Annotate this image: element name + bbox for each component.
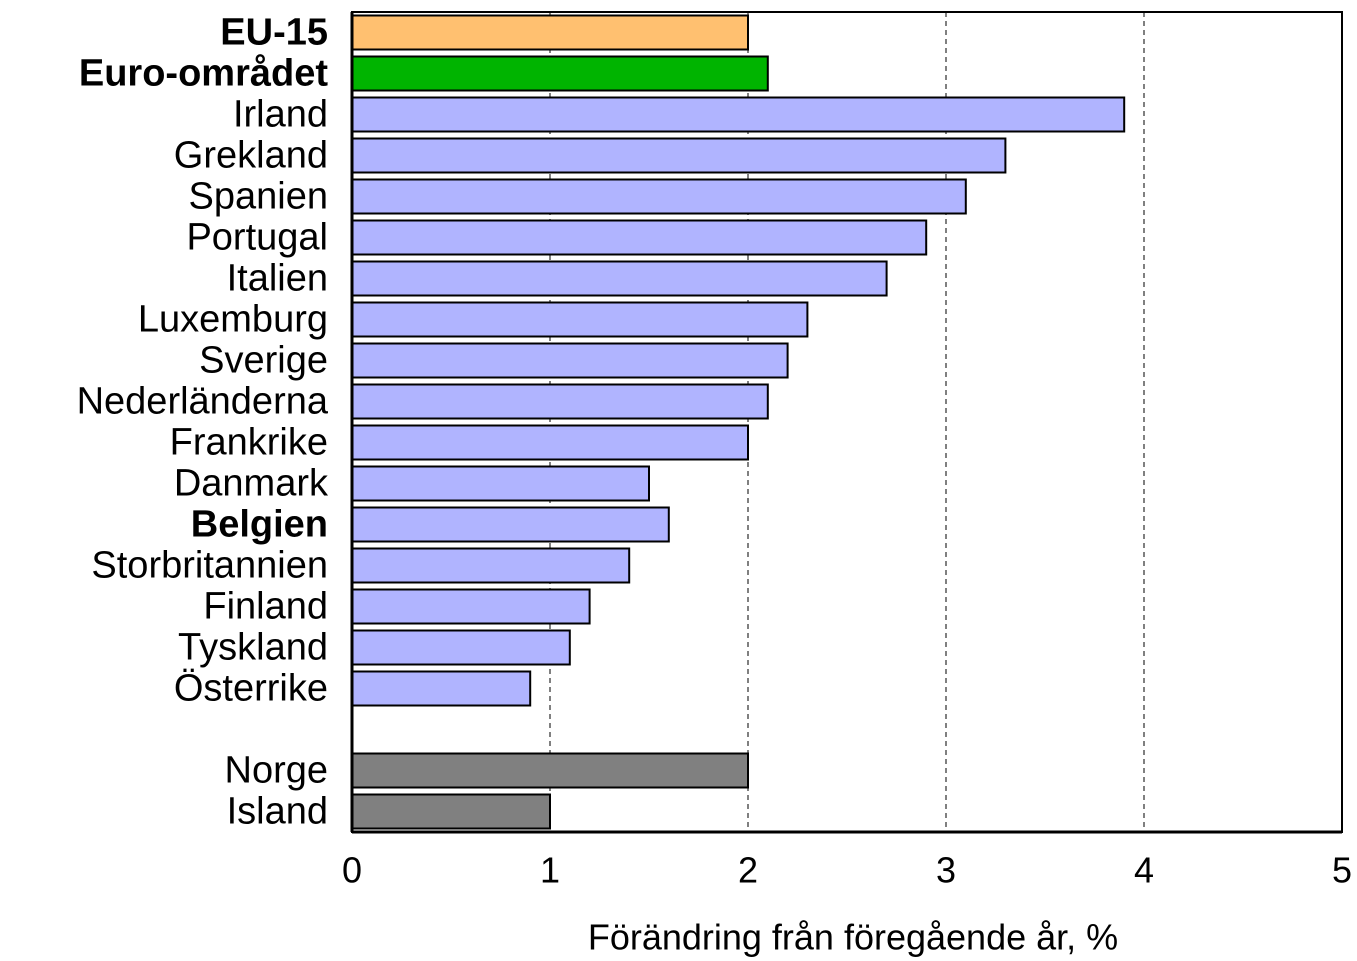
y-tick-label: Österrike (174, 668, 328, 710)
bar (351, 424, 749, 461)
bar (351, 670, 532, 707)
bar (351, 465, 650, 502)
y-tick-label: Grekland (174, 135, 328, 177)
x-tick-label: 4 (1134, 850, 1154, 891)
bar (351, 137, 1007, 174)
bar (351, 14, 749, 51)
y-tick-label: Frankrike (170, 422, 328, 464)
y-tick-label: Portugal (186, 217, 328, 259)
bar (351, 219, 928, 256)
bar (351, 96, 1126, 133)
y-tick-label: Norge (225, 750, 329, 792)
y-tick-label: Finland (203, 586, 328, 628)
plot-frame (351, 11, 1343, 833)
y-tick-label: Belgien (191, 504, 328, 546)
y-tick-label: Italien (227, 258, 328, 300)
x-tick-label: 1 (540, 850, 560, 891)
bar (351, 588, 591, 625)
x-tick-label: 0 (342, 850, 362, 891)
y-tick-label: Island (227, 791, 328, 833)
bar (351, 260, 888, 297)
bar (351, 301, 809, 338)
bar (351, 178, 967, 215)
bar (351, 55, 769, 92)
y-tick-label: Euro-området (79, 53, 328, 95)
y-tick-label: Luxemburg (138, 299, 328, 341)
x-tick-label: 5 (1332, 850, 1352, 891)
bar (351, 383, 769, 420)
bar (351, 506, 670, 543)
y-tick-label: Storbritannien (91, 545, 328, 587)
y-tick-label: EU-15 (220, 12, 328, 54)
x-tick-label: 2 (738, 850, 758, 891)
bar (351, 342, 789, 379)
bar (351, 547, 631, 584)
y-tick-label: Danmark (174, 463, 329, 505)
y-tick-label: Tyskland (178, 627, 328, 669)
bar (351, 793, 551, 830)
x-axis-label: Förändring från föregående år, % (588, 917, 1118, 958)
x-tick-label: 3 (936, 850, 956, 891)
bar (351, 629, 571, 666)
y-tick-label: Nederländerna (77, 381, 329, 423)
y-tick-label: Sverige (199, 340, 328, 382)
y-tick-label: Irland (233, 94, 328, 136)
y-tick-label: Spanien (189, 176, 328, 218)
bar (351, 752, 749, 789)
